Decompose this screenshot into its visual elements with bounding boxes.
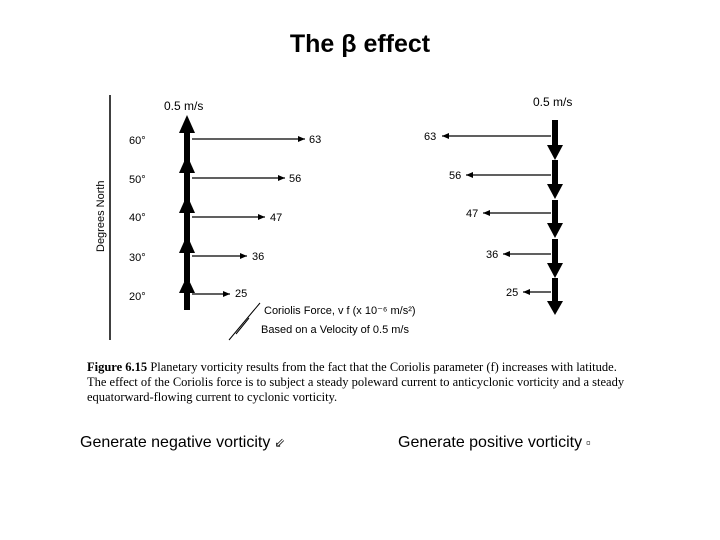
arrow-icon: ⇙ [274, 435, 286, 450]
left-coriolis-value: 56 [289, 173, 301, 185]
negative-vorticity-note: Generate negative vorticity ⇙ [80, 434, 285, 452]
poleward-velocity-arrows [179, 115, 195, 310]
leader-line [243, 302, 261, 323]
right-coriolis-value: 47 [466, 208, 478, 220]
right-coriolis-value: 25 [506, 287, 518, 299]
up-arrow [179, 195, 195, 243]
up-arrow [179, 115, 195, 164]
right-speed-label: 0.5 m/s [533, 95, 572, 109]
latitude-label: 40° [129, 212, 146, 224]
left-coriolis-value: 47 [270, 212, 282, 224]
down-arrow [547, 160, 563, 199]
up-arrow [179, 235, 195, 282]
caption-text: Planetary vorticity results from the fac… [87, 360, 625, 404]
positive-vorticity-text: Generate positive vorticity [398, 434, 583, 451]
left-coriolis-arrows [192, 136, 305, 297]
left-coriolis-value: 25 [235, 288, 247, 300]
positive-vorticity-note: Generate positive vorticity ▫ [398, 434, 591, 452]
up-arrow [179, 155, 195, 203]
square-icon: ▫ [586, 435, 591, 450]
equatorward-velocity-arrows [547, 120, 563, 315]
left-speed-label: 0.5 m/s [164, 99, 203, 113]
right-coriolis-value: 63 [424, 131, 436, 143]
down-arrow [547, 278, 563, 315]
left-coriolis-value: 63 [309, 134, 321, 146]
y-axis-label: Degrees North [95, 180, 107, 252]
latitude-label: 50° [129, 174, 146, 186]
latitude-label: 60° [129, 135, 146, 147]
latitude-label: 30° [129, 252, 146, 264]
leader-line [228, 321, 245, 341]
up-arrow [179, 276, 195, 310]
down-arrow [547, 239, 563, 278]
caption-label: Figure 6.15 [87, 360, 148, 374]
velocity-note: Based on a Velocity of 0.5 m/s [261, 324, 409, 336]
right-coriolis-arrows [442, 133, 551, 295]
slide-title: The β effect [289, 30, 431, 58]
right-coriolis-value: 36 [486, 249, 498, 261]
coriolis-force-label: Coriolis Force, v f (x 10⁻⁶ m/s²) [264, 305, 416, 317]
figure-caption: Figure 6.15 Planetary vorticity results … [87, 360, 627, 405]
down-arrow [547, 200, 563, 238]
left-coriolis-value: 36 [252, 251, 264, 263]
latitude-label: 20° [129, 291, 146, 303]
down-arrow [547, 120, 563, 160]
right-coriolis-value: 56 [449, 170, 461, 182]
leader-line [235, 317, 250, 335]
negative-vorticity-text: Generate negative vorticity [80, 434, 271, 451]
